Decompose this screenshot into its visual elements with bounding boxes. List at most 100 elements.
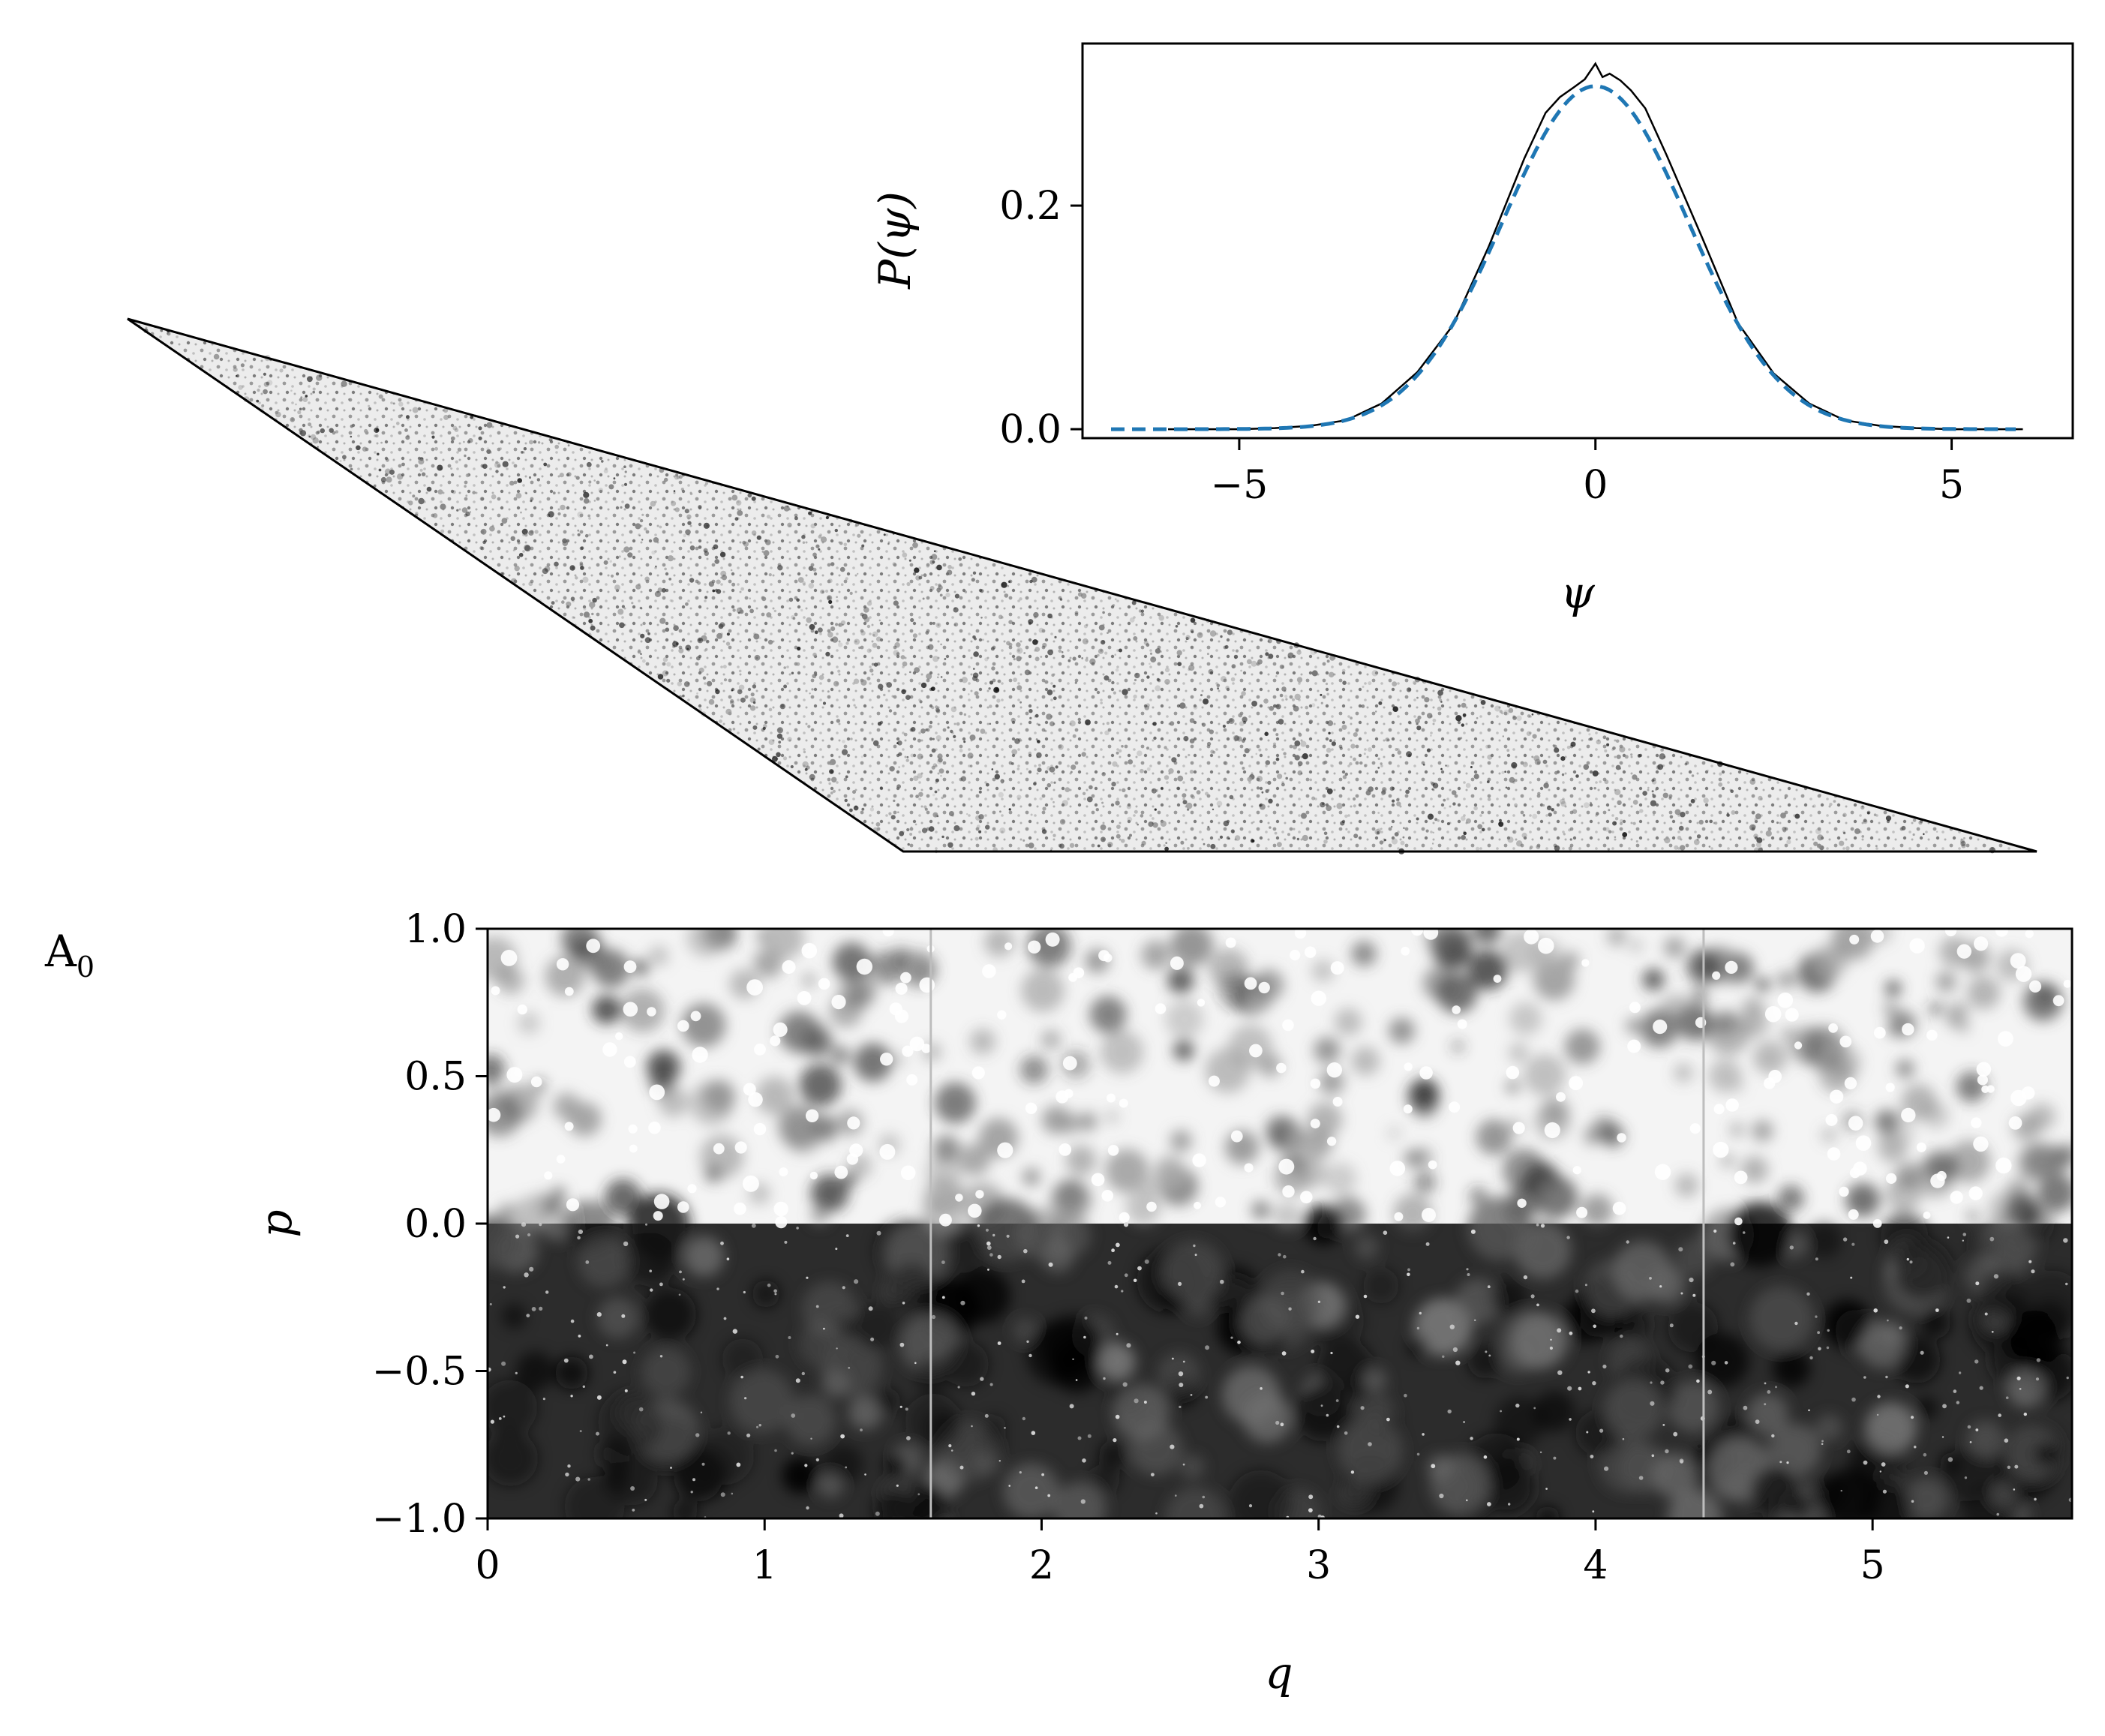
triangle-speck <box>524 544 530 551</box>
triangle-speck <box>1329 764 1333 767</box>
triangle-speck <box>889 766 895 772</box>
triangle-speck <box>1072 656 1077 661</box>
heatmap-speck <box>1194 1254 1197 1257</box>
heatmap-speck <box>1310 1078 1321 1089</box>
heatmap-speck <box>986 1241 991 1246</box>
inset-x-tick-label: 5 <box>1939 463 1964 508</box>
triangle-speck <box>1424 697 1430 703</box>
triangle-speck <box>1000 780 1004 783</box>
triangle-speck <box>797 646 801 651</box>
heatmap-blob <box>1664 937 1686 958</box>
triangle-speck <box>1104 730 1110 736</box>
heatmap-blob <box>1078 1112 1098 1131</box>
triangle-speck <box>1361 704 1365 708</box>
heatmap-speck <box>1457 1019 1467 1029</box>
triangle-speck <box>749 705 756 711</box>
triangle-speck <box>657 674 664 680</box>
heatmap-speck <box>1743 1405 1748 1410</box>
triangle-speck <box>1624 755 1629 759</box>
heatmap-speck <box>1350 1470 1355 1474</box>
triangle-speck <box>1839 840 1845 846</box>
triangle-speck <box>766 612 772 618</box>
heatmap-speck <box>1839 1186 1849 1197</box>
triangle-speck <box>1353 804 1356 808</box>
triangle-speck <box>971 578 975 582</box>
triangle-speck <box>761 596 767 602</box>
heatmap-speck <box>1991 1330 1994 1333</box>
heatmap-blob <box>1431 929 1473 970</box>
heatmap-blob <box>1089 996 1127 1033</box>
inset-y-tick-label: 0.0 <box>999 407 1062 452</box>
heatmap-speck <box>801 1371 806 1376</box>
triangle-speck <box>1431 788 1434 791</box>
triangle-speck <box>973 651 979 657</box>
heatmap-blob <box>1027 929 1071 968</box>
triangle-speck <box>1126 804 1132 809</box>
triangle-speck <box>1554 747 1560 753</box>
heatmap-speck <box>1178 1371 1184 1377</box>
heatmap-blob <box>1251 1200 1271 1220</box>
heatmap-speck <box>1006 1234 1010 1238</box>
triangle-speck <box>389 469 395 475</box>
heatmap-blob <box>642 1287 697 1341</box>
triangle-speck <box>1668 796 1672 800</box>
triangle-speck <box>866 648 872 653</box>
triangle-speck <box>1512 830 1517 834</box>
heatmap-speck <box>847 1116 860 1130</box>
triangle-speck <box>478 436 482 440</box>
triangle-speck <box>1309 778 1312 782</box>
triangle-speck <box>736 607 743 614</box>
heatmap-speck <box>2023 1412 2027 1416</box>
triangle-speck <box>1155 685 1161 692</box>
triangle-speck <box>1252 839 1255 842</box>
heatmap-speck <box>989 1383 993 1386</box>
heatmap-blob <box>1151 1168 1167 1185</box>
triangle-speck <box>737 689 743 695</box>
heatmap-speck <box>700 1411 703 1413</box>
triangle-speck <box>588 480 592 484</box>
heatmap-blob <box>1100 1030 1144 1074</box>
triangle-speck <box>1072 734 1077 738</box>
heatmap-speck <box>596 1395 602 1400</box>
triangle-speck <box>875 636 881 642</box>
heatmap-speck <box>653 1211 663 1221</box>
triangle-speck <box>1653 813 1655 816</box>
heatmap-speck <box>1662 1424 1665 1426</box>
triangle-speck <box>478 426 482 431</box>
triangle-speck <box>1001 581 1007 588</box>
triangle-speck <box>804 767 808 771</box>
triangle-speck <box>1465 782 1471 788</box>
triangle-speck <box>1216 800 1223 807</box>
heatmap-speck <box>1073 967 1085 978</box>
heatmap-blob <box>883 1453 908 1478</box>
triangle-speck <box>766 550 768 552</box>
heatmap-speck <box>1846 1449 1851 1454</box>
triangle-speck <box>1583 764 1590 770</box>
triangle-speck <box>1121 745 1124 748</box>
triangle-speck <box>530 500 533 503</box>
heatmap-blob <box>1427 1454 1454 1481</box>
triangle-speck <box>1140 814 1144 818</box>
heatmap-speck <box>1984 1312 1988 1316</box>
triangle-speck <box>1022 839 1025 842</box>
heatmap-blob <box>545 956 585 997</box>
triangle-speck <box>517 541 521 545</box>
triangle-speck <box>756 535 761 540</box>
heatmap-blob <box>1919 1307 1951 1339</box>
triangle-speck <box>1607 848 1610 851</box>
triangle-speck <box>1141 840 1146 845</box>
triangle-speck <box>1231 664 1236 668</box>
triangle-speck <box>878 683 884 689</box>
heatmap-speck <box>1202 1495 1206 1499</box>
triangle-speck <box>937 676 939 679</box>
heatmap-speck <box>1974 936 1989 951</box>
triangle-speck <box>1443 806 1446 809</box>
heatmap-speck <box>971 1425 973 1428</box>
heatmap-speck <box>687 1184 697 1194</box>
triangle-speck <box>802 541 806 544</box>
triangle-speck <box>830 562 835 566</box>
triangle-speck <box>1183 736 1189 741</box>
heatmap-speck <box>1172 1357 1174 1360</box>
triangle-speck <box>866 624 871 629</box>
heatmap-blob <box>1228 1470 1294 1518</box>
